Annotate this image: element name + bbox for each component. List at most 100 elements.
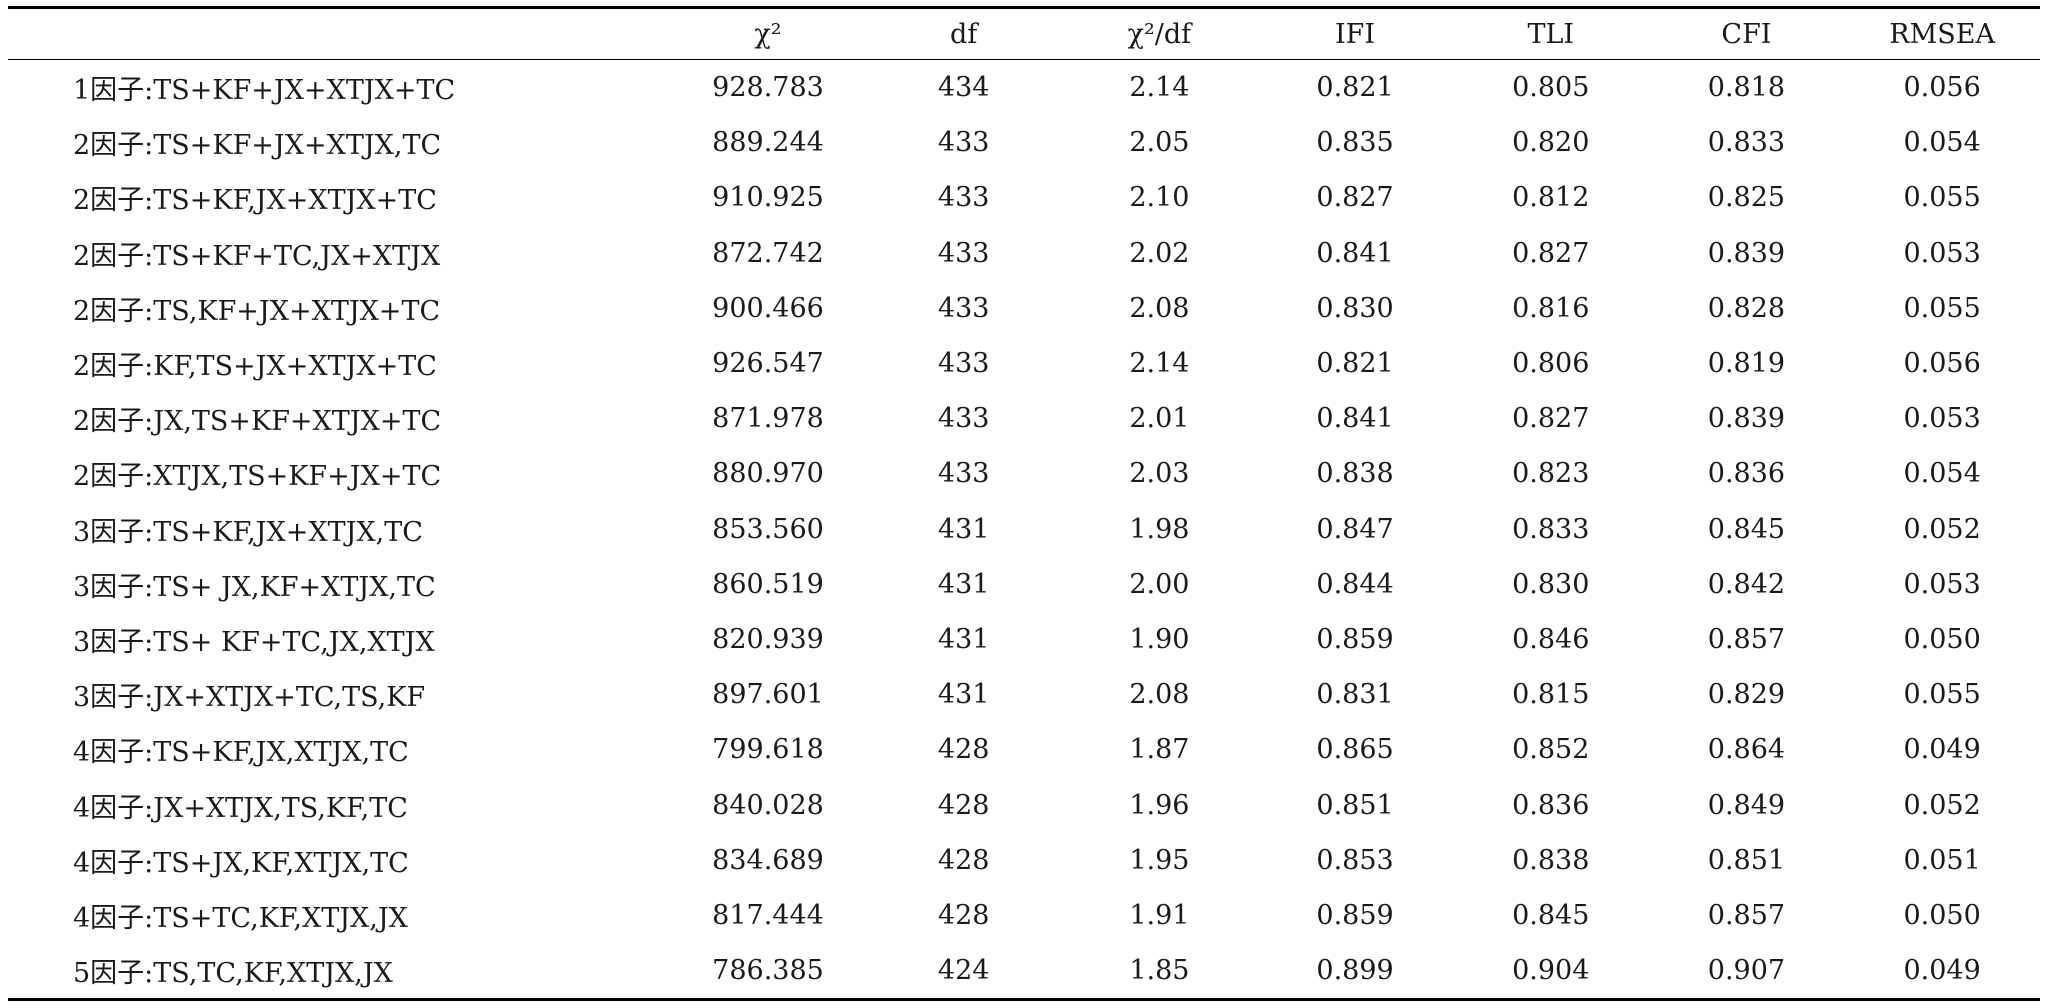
chi-square-df-cell: 1.96	[1129, 789, 1190, 821]
df-cell: 433	[937, 292, 990, 324]
chi-square-df-cell: 2.03	[1129, 458, 1190, 490]
table-row: 1因子:TS+KF+JX+XTJX+TC 928.783 434 2.14 0.821 0…	[8, 60, 2040, 115]
table-row: 2因子:JX,TS+KF+XTJX+TC 871.978 433 2.01 0.841 0…	[8, 391, 2040, 446]
model-cell: 3因子:TS+ JX,KF+XTJX,TC	[73, 571, 436, 603]
table-row: 3因子:TS+ JX,KF+XTJX,TC 860.519 431 2.00 0.844…	[8, 557, 2040, 612]
cfi-cell: 0.842	[1707, 568, 1786, 600]
ifi-cell: 0.865	[1316, 734, 1394, 766]
tli-cell: 0.838	[1512, 844, 1590, 876]
chi-square-df-cell: 2.08	[1129, 679, 1190, 711]
df-cell: 433	[937, 182, 990, 214]
cfi-cell: 0.849	[1707, 789, 1786, 821]
df-cell: 431	[937, 679, 990, 711]
chi-square-df-cell: 2.05	[1129, 127, 1190, 159]
table-row: 2因子:TS,KF+JX+XTJX+TC 900.466 433 2.08 0.830 0…	[8, 281, 2040, 336]
tli-cell: 0.816	[1512, 292, 1590, 324]
ifi-cell: 0.835	[1316, 127, 1394, 159]
chi-square-cell: 880.970	[712, 458, 824, 490]
header-row: χ² df χ²/df IFI TLI CFI RMSEA	[8, 9, 2040, 59]
chi-square-cell: 871.978	[712, 403, 824, 435]
chi-square-df-cell: 1.90	[1129, 623, 1190, 655]
model-cell: 2因子:TS+KF+TC,JX+XTJX	[73, 240, 441, 272]
cfi-cell: 0.851	[1707, 844, 1786, 876]
ifi-cell: 0.851	[1316, 789, 1394, 821]
df-cell: 428	[937, 789, 990, 821]
rmsea-cell: 0.052	[1903, 513, 1981, 545]
tli-cell: 0.830	[1512, 568, 1590, 600]
chi-square-df-cell: 2.14	[1129, 348, 1190, 380]
cfi-cell: 0.836	[1707, 458, 1786, 490]
chi-square-cell: 840.028	[712, 789, 824, 821]
ifi-cell: 0.859	[1316, 623, 1394, 655]
tli-cell: 0.820	[1512, 127, 1590, 159]
df-cell: 433	[937, 403, 990, 435]
df-cell: 434	[937, 72, 990, 104]
ifi-cell: 0.827	[1316, 182, 1394, 214]
chi-square-cell: 928.783	[712, 72, 824, 104]
table-row: 4因子:TS+KF,JX,XTJX,TC 799.618 428 1.87 0.865 0…	[8, 722, 2040, 777]
cfi-cell: 0.839	[1707, 237, 1786, 269]
chi-square-cell: 889.244	[712, 127, 824, 159]
table-row: 3因子:JX+XTJX+TC,TS,KF 897.601 431 2.08 0.831 0…	[8, 667, 2040, 722]
df-cell: 433	[937, 458, 990, 490]
rmsea-cell: 0.049	[1903, 955, 1981, 987]
rmsea-cell: 0.056	[1903, 348, 1981, 380]
chi-square-df-cell: 1.91	[1129, 899, 1190, 931]
tli-cell: 0.833	[1512, 513, 1590, 545]
rmsea-header: RMSEA	[1889, 18, 1995, 50]
table-row: 4因子:JX+XTJX,TS,KF,TC 840.028 428 1.96 0.851 0…	[8, 777, 2040, 832]
header-rule-row	[8, 59, 2040, 60]
cfi-cell: 0.829	[1707, 679, 1786, 711]
model-comparison-table: χ² df χ²/df IFI TLI CFI RMSEA 1因子:TS+KF+JX+XTJ…	[8, 9, 2040, 998]
model-comparison-table-container: χ² df χ²/df IFI TLI CFI RMSEA 1因子:TS+KF+JX+XTJ…	[8, 6, 2040, 1002]
cfi-cell: 0.857	[1707, 623, 1786, 655]
ifi-cell: 0.853	[1316, 844, 1394, 876]
cfi-cell: 0.845	[1707, 513, 1786, 545]
chi-square-cell: 926.547	[712, 348, 824, 380]
df-cell: 428	[937, 734, 990, 766]
df-cell: 431	[937, 623, 990, 655]
chi-square-cell: 817.444	[712, 899, 824, 931]
model-cell: 4因子:JX+XTJX,TS,KF,TC	[73, 792, 408, 824]
model-cell: 2因子:XTJX,TS+KF+JX+TC	[73, 461, 442, 493]
chi-square-cell: 860.519	[712, 568, 824, 600]
cfi-cell: 0.864	[1707, 734, 1786, 766]
table-row: 3因子:TS+ KF+TC,JX,XTJX 820.939 431 1.90 0.859…	[8, 612, 2040, 667]
chi-square-cell: 900.466	[712, 292, 824, 324]
model-cell: 4因子:TS+JX,KF,XTJX,TC	[73, 847, 409, 879]
model-cell: 4因子:TS+KF,JX,XTJX,TC	[73, 737, 409, 769]
table-row: 3因子:TS+KF,JX+XTJX,TC 853.560 431 1.98 0.847 0…	[8, 502, 2040, 557]
ifi-cell: 0.844	[1316, 568, 1394, 600]
ifi-cell: 0.841	[1316, 237, 1394, 269]
chi-square-df-cell: 2.14	[1129, 72, 1190, 104]
ifi-cell: 0.899	[1316, 955, 1394, 987]
cfi-cell: 0.907	[1707, 955, 1786, 987]
table-row: 2因子:TS+KF,JX+XTJX+TC 910.925 433 2.10 0.827 0…	[8, 170, 2040, 225]
chi-square-df-cell: 2.10	[1129, 182, 1190, 214]
chi-square-df-cell: 2.01	[1129, 403, 1190, 435]
rmsea-cell: 0.053	[1903, 403, 1981, 435]
tli-cell: 0.805	[1512, 72, 1590, 104]
df-cell: 433	[937, 348, 990, 380]
rmsea-cell: 0.055	[1903, 679, 1981, 711]
rmsea-cell: 0.049	[1903, 734, 1981, 766]
model-header	[8, 9, 670, 59]
chi-square-df-cell: 1.87	[1129, 734, 1190, 766]
model-cell: 5因子:TS,TC,KF,XTJX,JX	[73, 958, 393, 990]
ifi-cell: 0.821	[1316, 72, 1394, 104]
rmsea-cell: 0.053	[1903, 568, 1981, 600]
chi-square-cell: 786.385	[712, 955, 824, 987]
chi-square-cell: 834.689	[712, 844, 824, 876]
rmsea-cell: 0.056	[1903, 72, 1981, 104]
tli-header: TLI	[1527, 18, 1575, 50]
table-row: 4因子:TS+JX,KF,XTJX,TC 834.689 428 1.95 0.853 0…	[8, 833, 2040, 888]
model-cell: 2因子:TS+KF,JX+XTJX+TC	[73, 185, 437, 217]
table-row: 2因子:XTJX,TS+KF+JX+TC 880.970 433 2.03 0.838 0…	[8, 446, 2040, 501]
tli-cell: 0.827	[1512, 403, 1590, 435]
rmsea-cell: 0.051	[1903, 844, 1981, 876]
rmsea-cell: 0.050	[1903, 623, 1981, 655]
tli-cell: 0.815	[1512, 679, 1590, 711]
tli-cell: 0.827	[1512, 237, 1590, 269]
cfi-cell: 0.818	[1707, 72, 1786, 104]
ifi-cell: 0.821	[1316, 348, 1394, 380]
